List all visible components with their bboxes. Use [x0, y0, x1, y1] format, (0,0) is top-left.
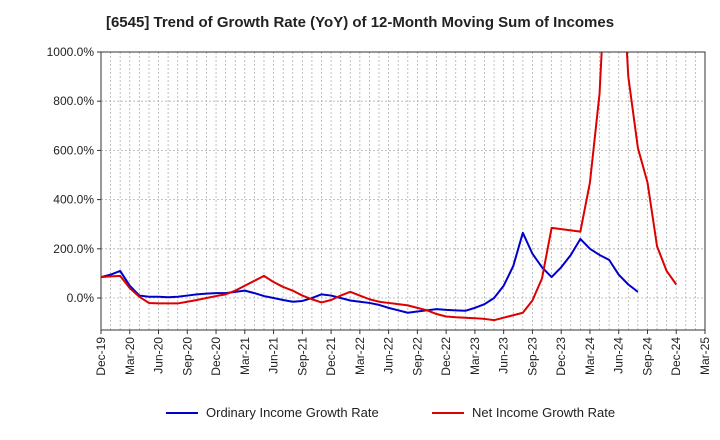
x-tick-label: Sep-23	[525, 337, 539, 376]
y-tick-label: 800.0%	[53, 94, 94, 108]
legend-swatch-net-income	[432, 411, 464, 414]
x-tick-label: Jun-20	[152, 337, 166, 374]
x-axis: Dec-19 Mar-20 Jun-20 Sep-20 Dec-20 Mar-21 Jun-…	[94, 330, 712, 376]
x-tick-label: Sep-24	[640, 337, 654, 376]
y-axis: 0.0% 200.0% 400.0% 600.0% 800.0% 1000.0%	[47, 45, 101, 305]
x-tick-label: Mar-22	[353, 337, 367, 375]
x-tick-label: Mar-21	[238, 337, 252, 375]
series-line-ordinary-income	[101, 231, 639, 314]
x-tick-label: Mar-23	[468, 337, 482, 375]
y-tick-label: 600.0%	[53, 143, 94, 157]
legend-item-ordinary-income: Ordinary Income Growth Rate	[166, 405, 379, 420]
x-tick-label: Dec-20	[209, 337, 223, 376]
legend-item-net-income: Net Income Growth Rate	[432, 405, 615, 420]
plot-frame	[100, 51, 706, 331]
y-tick-label: 200.0%	[53, 242, 94, 256]
chart-title: [6545] Trend of Growth Rate (YoY) of 12-…	[105, 14, 615, 31]
y-tick-label: 1000.0%	[47, 45, 95, 59]
x-tick-label: Dec-21	[324, 337, 338, 376]
y-tick-label: 0.0%	[67, 291, 95, 305]
legend: Ordinary Income Growth Rate Net Income G…	[0, 405, 720, 425]
series-lines	[101, 52, 678, 322]
x-tick-label: Sep-21	[295, 337, 309, 376]
x-tick-label: Dec-24	[669, 337, 683, 376]
x-tick-label: Dec-23	[554, 337, 568, 376]
grid	[101, 51, 705, 330]
y-tick-label: 400.0%	[53, 193, 94, 207]
x-tick-label: Dec-22	[439, 337, 453, 376]
x-tick-label: Mar-24	[583, 337, 597, 375]
legend-swatch-ordinary-income	[166, 411, 198, 414]
x-tick-label: Mar-20	[123, 337, 137, 375]
x-tick-label: Jun-21	[267, 337, 281, 374]
x-tick-label: Sep-20	[180, 337, 194, 376]
x-tick-label: Jun-24	[612, 337, 626, 374]
x-tick-label: Sep-22	[410, 337, 424, 376]
x-tick-label: Mar-25	[698, 337, 712, 375]
x-tick-label: Jun-22	[382, 337, 396, 374]
legend-label-ordinary-income: Ordinary Income Growth Rate	[206, 405, 379, 420]
series-line-net-income	[101, 52, 678, 322]
x-tick-label: Jun-23	[497, 337, 511, 374]
x-tick-label: Dec-19	[94, 337, 108, 376]
legend-label-net-income: Net Income Growth Rate	[472, 405, 616, 420]
